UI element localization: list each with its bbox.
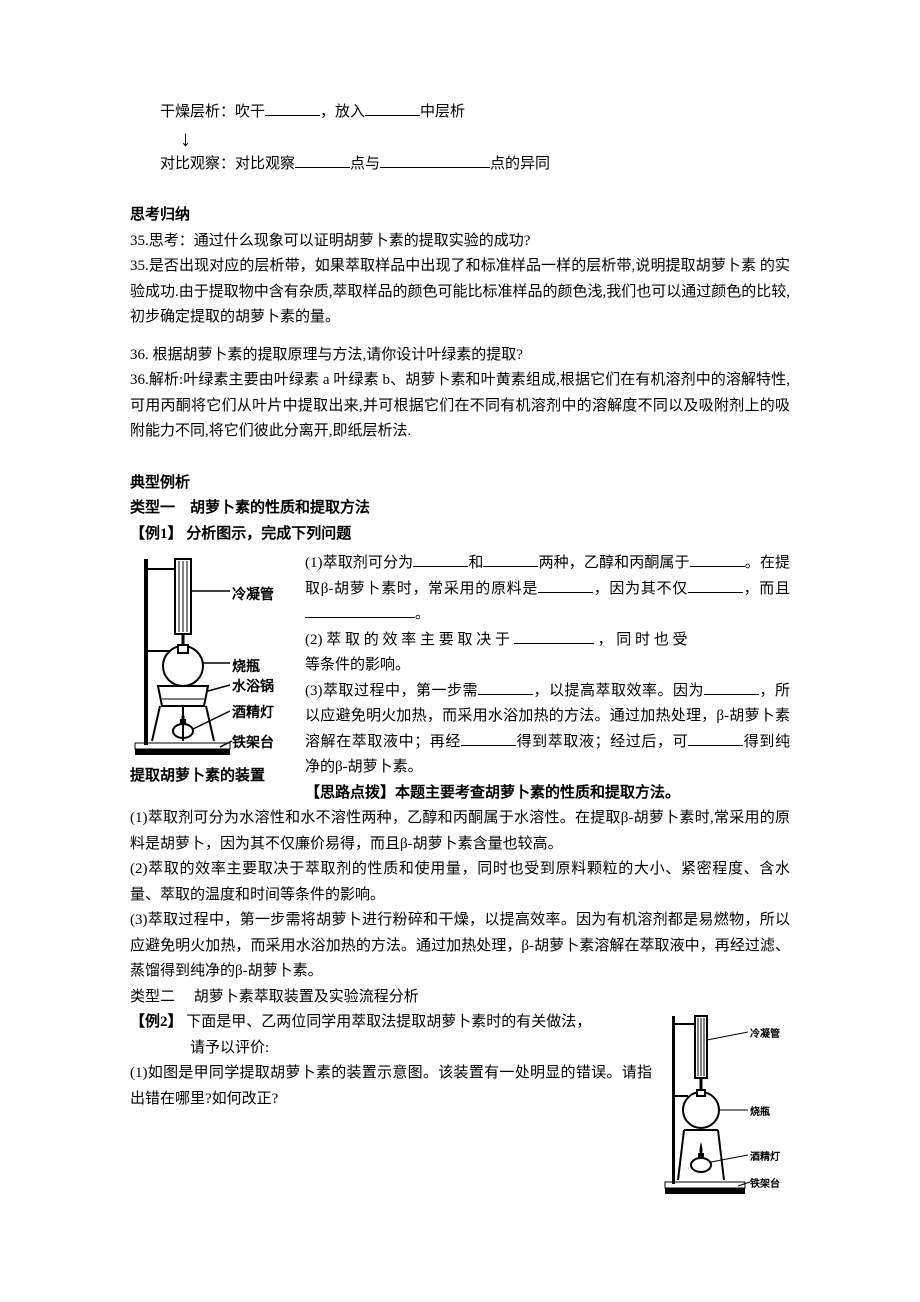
q36-answer: 36.解析:叶绿素主要由叶绿素 a 叶绿素 b、胡萝卜素和叶黄素组成,根据它们在… xyxy=(130,368,790,445)
label-lamp: 酒精灯 xyxy=(232,701,274,725)
ex1-text: (1)萃取剂可分为 xyxy=(305,555,413,571)
blank xyxy=(688,730,743,746)
flow-arrow: ↓ xyxy=(130,126,790,152)
flow-text: 点与 xyxy=(350,156,380,172)
ex2-q1: (1)如图是甲同学提取胡萝卜素的装置示意图。该装置有一处明显的错误。请指出错在哪… xyxy=(130,1061,652,1112)
figure1-caption: 提取胡萝卜素的装置 xyxy=(130,763,295,789)
ex1-text: 和 xyxy=(468,555,483,571)
ex1-text: ， 同 时 也 受 xyxy=(594,632,688,648)
flow-step-1: 干燥层析：吹干 ，放入 中层析 xyxy=(130,100,790,126)
blank xyxy=(478,679,533,695)
blank xyxy=(461,730,516,746)
label-condenser: 冷凝管 xyxy=(232,583,274,607)
q35-answer: 35.是否出现对应的层析带，如果萃取样品中出现了和标准样品一样的层析带,说明提取… xyxy=(130,254,790,331)
blank xyxy=(514,628,594,644)
q35-question: 35.思考：通过什么现象可以证明胡萝卜素的提取实验的成功? xyxy=(130,229,790,255)
ex1-answer3: (3)萃取过程中，第一步需将胡萝卜进行粉碎和干燥，以提高效率。因为有机溶剂都是易… xyxy=(130,908,790,985)
blank xyxy=(538,577,593,593)
section-thinking: 思考归纳 xyxy=(130,203,790,229)
flow-text: 中层析 xyxy=(420,104,465,120)
ex1-answer2: (2)萃取的效率主要取决于萃取剂的性质和使用量，同时也受到原料颗粒的大小、紧密程… xyxy=(130,857,790,908)
example2-body: 【例2】 下面是甲、乙两位同学用萃取法提取胡萝卜素时的有关做法， 请予以评价: … xyxy=(130,1010,652,1112)
blank xyxy=(380,152,490,168)
blank xyxy=(365,100,420,116)
ex1-text: ，而且 xyxy=(743,581,790,597)
q36-question: 36. 根据胡萝卜素的提取原理与方法,请你设计叶绿素的提取? xyxy=(130,343,790,369)
ex1-text: 得到萃取液；经过后，可 xyxy=(516,734,688,750)
ex1-text: (3)萃取过程中，第一步需 xyxy=(305,683,478,699)
figure-apparatus-1: 冷凝管 烧瓶 水浴锅 酒精灯 铁架台 提取胡萝卜素的装置 xyxy=(130,551,295,789)
type2-heading: 类型二 胡萝卜素萃取装置及实验流程分析 xyxy=(130,985,790,1011)
blank xyxy=(483,551,538,567)
label2-condenser: 冷凝管 xyxy=(750,1026,780,1043)
blank xyxy=(265,100,320,116)
flow-step-2: 对比观察：对比观察 点与 点的异同 xyxy=(130,152,790,178)
label-waterbath: 水浴锅 xyxy=(232,675,274,699)
blank xyxy=(688,577,743,593)
example1-body: (1)萃取剂可分为和两种，乙醇和丙酮属于。在提取β-胡萝卜素时，常采用的原料是，… xyxy=(305,551,790,806)
type1-heading: 类型一 胡萝卜素的性质和提取方法 xyxy=(130,496,790,522)
ex1-text: 两种，乙醇和丙酮属于 xyxy=(538,555,689,571)
ex2-text: 请予以评价: xyxy=(130,1040,269,1056)
ex1-hint: 【思路点拨】本题主要考查胡萝卜素的性质和提取方法。 xyxy=(305,785,680,801)
blank xyxy=(413,551,468,567)
flow-text: 对比观察：对比观察 xyxy=(160,156,295,172)
example1-heading: 【例1】 分析图示，完成下列问题 xyxy=(130,522,790,548)
label2-stand: 铁架台 xyxy=(750,1176,780,1193)
flow-text: ，放入 xyxy=(320,104,365,120)
flow-text: 点的异同 xyxy=(490,156,550,172)
section-examples: 典型例析 xyxy=(130,471,790,497)
ex1-answer1: (1)萃取剂可分为水溶性和水不溶性两种，乙醇和丙酮属于水溶性。在提取β-胡萝卜素… xyxy=(130,806,790,857)
label2-lamp: 酒精灯 xyxy=(750,1149,780,1166)
blank xyxy=(295,152,350,168)
blank xyxy=(704,679,759,695)
label-stand: 铁架台 xyxy=(232,731,274,755)
figure-apparatus-2: 冷凝管 烧瓶 酒精灯 铁架台 xyxy=(660,1010,790,1200)
ex2-text: 下面是甲、乙两位同学用萃取法提取胡萝卜素时的有关做法， xyxy=(186,1014,591,1030)
ex1-text: (2) 萃 取 的 效 率 主 要 取 决 于 xyxy=(305,632,514,648)
ex1-text: 等条件的影响。 xyxy=(305,657,410,673)
ex1-text: 。 xyxy=(415,606,430,622)
label2-flask: 烧瓶 xyxy=(750,1104,770,1121)
example2-heading: 【例2】 xyxy=(130,1014,183,1030)
blank xyxy=(690,551,745,567)
blank xyxy=(305,602,415,618)
ex1-text: ，以提高萃取效率。因为 xyxy=(533,683,704,699)
flow-text: 干燥层析：吹干 xyxy=(160,104,265,120)
ex1-text: ，因为其不仅 xyxy=(593,581,688,597)
